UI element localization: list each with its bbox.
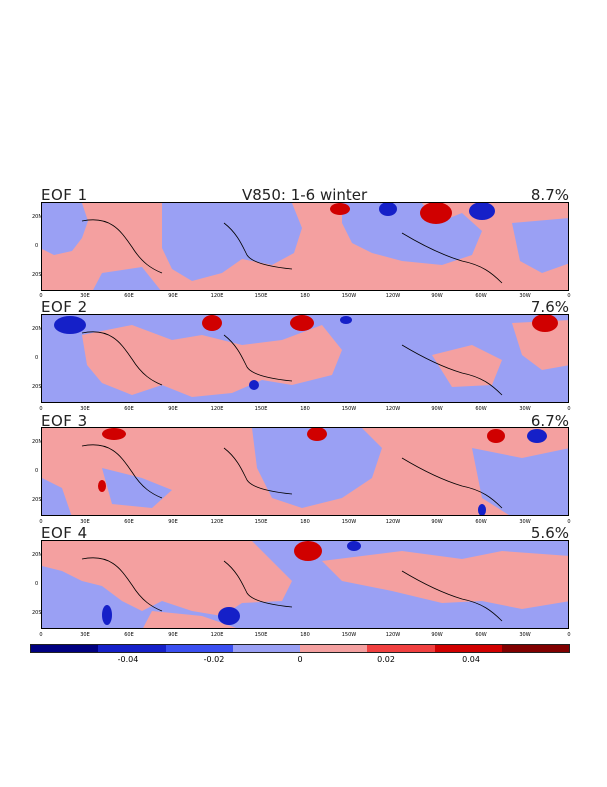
xtick-label: 150W [341,293,357,299]
xtick-label: 0 [567,406,571,412]
colorbar-label: -0.04 [117,655,139,664]
xtick-label: 90W [431,632,443,638]
panel-1-variance: 8.7% [530,186,569,204]
colorbar-segment [300,645,368,652]
xtick-label: 120E [210,406,224,412]
ytick-p1-20n: 20N [32,214,43,220]
xtick-label: 90W [431,293,443,299]
panel-2-variance: 7.6% [530,298,569,316]
xtick-label: 0 [567,519,571,525]
xtick-label: 90E [168,406,178,412]
xtick-label: 60W [475,293,487,299]
ytick-p2-20s: 20S [32,384,42,390]
xtick-label: 30E [80,519,90,525]
colorbar-label: 0.04 [462,655,480,664]
xtick-label: 60E [124,406,134,412]
xtick-label: 120W [385,519,401,525]
xtick-label: 150E [254,519,268,525]
colorbar [30,644,570,653]
eof-map-1 [41,202,569,291]
xtick-label: 30E [80,293,90,299]
colorbar-segment [31,645,99,652]
xtick-label: 30E [80,406,90,412]
xtick-label: 60W [475,632,487,638]
xtick-label: 120W [385,632,401,638]
xticks-panel-3: 0 30E 60E 90E 120E 150E 180 150W 120W 90W 60W 30W 0 [39,519,571,529]
colorbar-segment [434,645,502,652]
xtick-label: 150W [341,519,357,525]
ytick-p4-0: 0 [35,581,39,587]
xtick-label: 120W [385,293,401,299]
xtick-label: 0 [567,293,571,299]
ytick-p3-20n: 20N [32,439,43,445]
ytick-p1-0: 0 [35,243,39,249]
ytick-p3-20s: 20S [32,497,42,503]
panel-3-label: EOF 3 [41,412,88,430]
eof-map-3 [41,427,569,516]
xtick-label: 150E [254,632,268,638]
xtick-label: 180 [300,406,310,412]
chart-title: V850: 1-6 winter [242,186,368,204]
ytick-p2-20n: 20N [32,326,43,332]
colorbar-segment [232,645,300,652]
xtick-label: 150E [254,406,268,412]
xtick-label: 90E [168,519,178,525]
xtick-label: 60E [124,632,134,638]
xtick-label: 60E [124,519,134,525]
xtick-label: 30E [80,632,90,638]
ytick-p1-20s: 20S [32,272,42,278]
ytick-p2-0: 0 [35,355,39,361]
xtick-label: 0 [567,632,571,638]
panel-4-variance: 5.6% [530,524,569,542]
panel-2-label: EOF 2 [41,298,88,316]
ytick-p3-0: 0 [35,468,39,474]
xtick-label: 0 [39,519,43,525]
xtick-label: 60E [124,293,134,299]
xtick-label: 90E [168,293,178,299]
xtick-label: 90W [431,519,443,525]
colorbar-label: -0.02 [203,655,225,664]
xtick-label: 180 [300,632,310,638]
colorbar-label: 0 [297,655,303,664]
xtick-label: 150E [254,293,268,299]
xticks-panel-4: 0 30E 60E 90E 120E 150E 180 150W 120W 90W 60W 30W 0 [39,632,571,642]
xtick-label: 150W [341,632,357,638]
xticks-panel-1: 0 30E 60E 90E 120E 150E 180 150W 120W 90W 60W 30W 0 [39,293,571,303]
xtick-label: 60W [475,519,487,525]
panel-1-label: EOF 1 [41,186,88,204]
xtick-label: 30W [519,632,531,638]
xtick-label: 180 [300,519,310,525]
xticks-panel-2: 0 30E 60E 90E 120E 150E 180 150W 120W 90W 60W 30W 0 [39,406,571,416]
xtick-label: 120E [210,632,224,638]
colorbar-label: 0.02 [377,655,395,664]
xtick-label: 120E [210,519,224,525]
xtick-label: 120E [210,293,224,299]
panel-4-label: EOF 4 [41,524,88,542]
ytick-p4-20n: 20N [32,552,43,558]
xtick-label: 0 [39,406,43,412]
ytick-p4-20s: 20S [32,610,42,616]
xtick-label: 30W [519,406,531,412]
colorbar-segment [98,645,166,652]
colorbar-segment [367,645,435,652]
xtick-label: 0 [39,293,43,299]
xtick-label: 150W [341,406,357,412]
eof-map-4 [41,540,569,629]
xtick-label: 120W [385,406,401,412]
xtick-label: 90E [168,632,178,638]
xtick-label: 30W [519,519,531,525]
panel-3-variance: 6.7% [530,412,569,430]
xtick-label: 0 [39,632,43,638]
eof-map-2 [41,314,569,403]
xtick-label: 90W [431,406,443,412]
xtick-label: 30W [519,293,531,299]
xtick-label: 180 [300,293,310,299]
xtick-label: 60W [475,406,487,412]
colorbar-segment [165,645,233,652]
colorbar-segment [501,645,569,652]
